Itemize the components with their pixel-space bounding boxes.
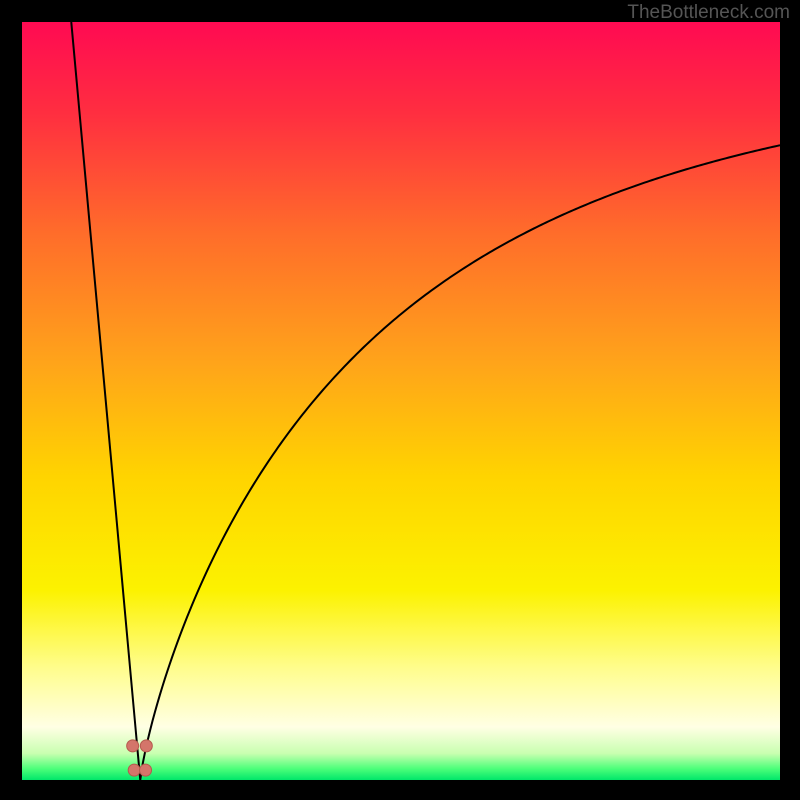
- data-marker: [140, 764, 152, 776]
- data-marker: [127, 740, 139, 752]
- chart-plot-area: [22, 22, 780, 780]
- bottleneck-chart: TheBottleneck.com: [0, 0, 800, 800]
- chart-canvas: [0, 0, 800, 800]
- attribution-label: TheBottleneck.com: [627, 2, 790, 24]
- data-marker: [128, 764, 140, 776]
- data-marker: [140, 740, 152, 752]
